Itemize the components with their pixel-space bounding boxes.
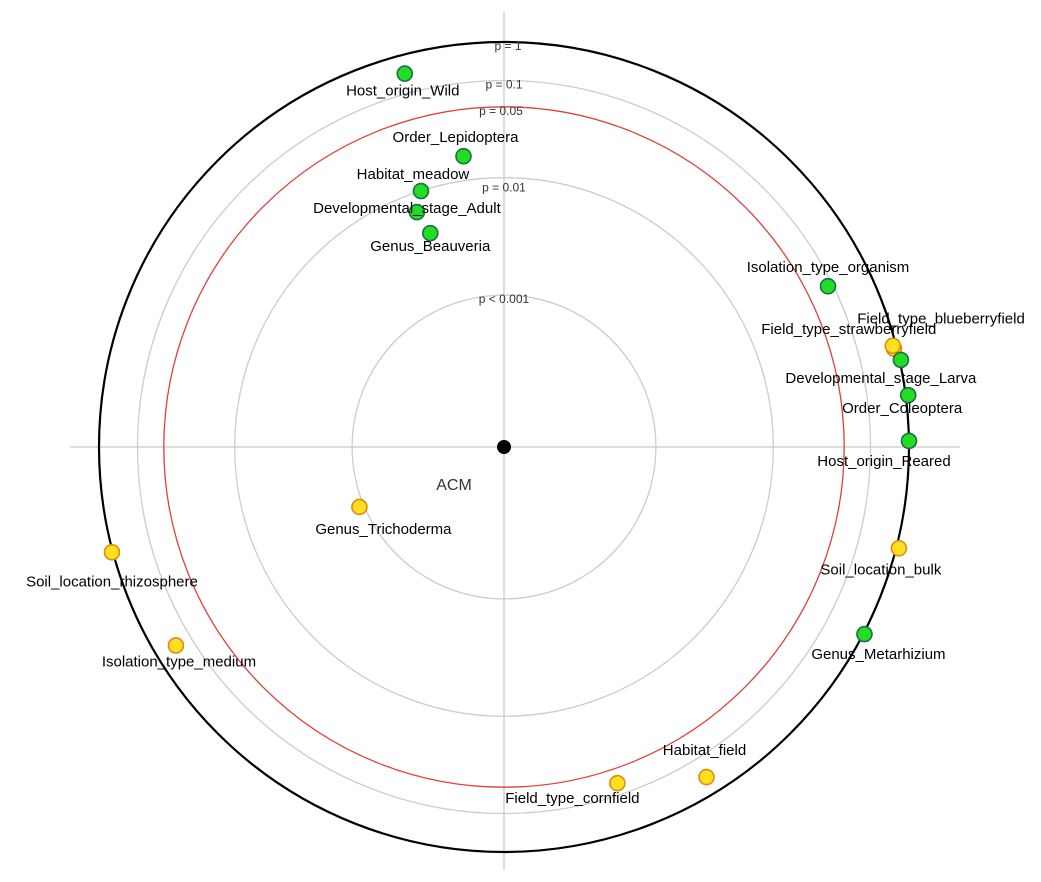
- ring-label-p-1: p = 1: [494, 39, 521, 53]
- point-order-lepidoptera: [455, 147, 472, 165]
- point-developmental-stage-adult: [408, 203, 426, 221]
- point-label-soil-location-bulk: Soil_location_bulk: [820, 561, 941, 578]
- point-label-developmental-stage-adult: Developmental_stage_Adult: [313, 200, 501, 217]
- point-label-host-origin-reared: Host_origin_Reared: [817, 453, 950, 470]
- center-label: ACM: [436, 477, 472, 494]
- point-field-type-strawberryfield: [884, 337, 902, 355]
- point-habitat-meadow: [412, 182, 430, 200]
- point-soil-location-rhizosphere: [103, 543, 121, 561]
- point-genus-trichoderma: [351, 498, 368, 516]
- point-host-origin-wild: [396, 65, 414, 82]
- ring-p-0-05: [163, 106, 845, 788]
- point-label-order-coleoptera: Order_Coleoptera: [842, 400, 963, 417]
- data-points: [103, 65, 918, 792]
- point-label-host-origin-wild: Host_origin_Wild: [346, 83, 459, 100]
- point-habitat-field: [698, 768, 715, 786]
- point-label-genus-trichoderma: Genus_Trichoderma: [315, 521, 452, 538]
- point-isolation-type-organism: [819, 277, 837, 295]
- point-label-field-type-cornfield: Field_type_cornfield: [505, 790, 639, 807]
- ring-label-p-0-001: p < 0.001: [479, 292, 530, 306]
- center-dot: [497, 440, 511, 454]
- point-developmental-stage-larva: [892, 351, 910, 369]
- point-genus-beauveria: [421, 224, 439, 242]
- point-label-field-type-blueberryfield: Field_type_blueberryfield: [857, 311, 1025, 328]
- ring-p-0-1: [136, 79, 872, 815]
- ring-label-p-0-1: p = 0.1: [485, 77, 522, 91]
- point-label-genus-metarhizium: Genus_Metarhizium: [811, 646, 945, 663]
- point-order-coleoptera: [899, 386, 917, 404]
- point-label-developmental-stage-larva: Developmental_stage_Larva: [785, 370, 977, 387]
- point-label-order-lepidoptera: Order_Lepidoptera: [393, 129, 520, 146]
- ring-p-0-01: [234, 177, 774, 717]
- ring-label-p-0-01: p = 0.01: [482, 181, 526, 195]
- point-label-habitat-field: Habitat_field: [663, 742, 746, 759]
- point-label-soil-location-rhizosphere: Soil_location_rhizosphere: [26, 573, 198, 590]
- point-label-isolation-type-organism: Isolation_type_organism: [747, 259, 910, 276]
- point-label-field-type-strawberryfield: Field_type_strawberryfield: [761, 321, 936, 338]
- point-soil-location-bulk: [890, 539, 908, 557]
- point-labels: Host_origin_Wild Order_Lepidoptera Habitat…: [26, 83, 1025, 808]
- ring-labels: p = 1 p = 0.1 p = 0.05 p = 0.01 p < 0.001: [479, 39, 530, 306]
- point-label-habitat-meadow: Habitat_meadow: [357, 166, 470, 183]
- point-label-genus-beauveria: Genus_Beauveria: [370, 238, 491, 255]
- point-field-type-cornfield: [609, 774, 626, 792]
- point-label-isolation-type-medium: Isolation_type_medium: [102, 653, 256, 670]
- ring-p-0-001: [351, 294, 657, 600]
- point-genus-metarhizium: [856, 625, 873, 643]
- point-isolation-type-medium: [167, 637, 185, 654]
- ring-label-p-0-05: p = 0.05: [479, 104, 523, 118]
- point-host-origin-reared: [900, 432, 918, 450]
